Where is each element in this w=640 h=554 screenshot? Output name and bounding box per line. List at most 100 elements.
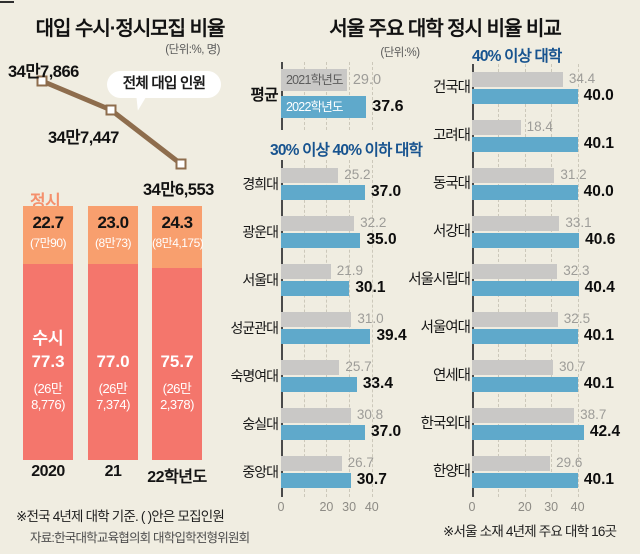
axis-tick-label: 40 [364, 500, 379, 514]
average-value-2022: 37.6 [372, 98, 404, 115]
bar-2022 [472, 89, 578, 104]
value-2021: 31.2 [560, 167, 587, 182]
value-2022: 39.4 [376, 327, 407, 344]
university-row-고려대: 고려대 18.4 40.1 [396, 112, 640, 160]
total-applicants-line-chart [36, 75, 187, 170]
jeongsi-count: (8만4,175) [152, 236, 204, 250]
axis-line [281, 160, 283, 497]
susi-count-line1: (26만 [33, 381, 63, 396]
value-2022: 30.1 [355, 279, 386, 296]
value-2021: 32.3 [563, 263, 590, 278]
university-row-한국외대: 한국외대 38.7 42.4 [396, 400, 640, 448]
x-axis-label-2020: 2020 [31, 463, 65, 480]
university-label: 고려대 [432, 128, 471, 144]
bar-2021 [472, 312, 558, 327]
bar-2022 [281, 329, 371, 344]
jeongsi-value: 22.7 [32, 213, 64, 232]
university-label: 한국외대 [420, 416, 471, 432]
susi-count-line2: 8,776) [31, 397, 65, 412]
right-footnote: ※서울 소재 4년제 주요 대학 16곳 [443, 524, 617, 539]
bar-2022 [472, 329, 578, 344]
axis-tick-label: 20 [319, 500, 334, 514]
jeongsi-segment: 22.7 (7만90) [23, 206, 73, 264]
university-row-경희대: 경희대 25.2 37.0 [228, 160, 434, 208]
jeongsi-segment: 23.0 (8만73) [88, 206, 138, 264]
university-label: 숭실대 [242, 416, 279, 432]
bar-2022 [281, 425, 365, 440]
value-2022: 35.0 [366, 231, 397, 248]
bar-2021 [472, 120, 521, 135]
university-row-연세대: 연세대 30.7 40.1 [396, 352, 640, 400]
value-2022: 40.4 [584, 279, 615, 296]
university-label: 서강대 [432, 224, 471, 240]
average-bar-2021: 2021학년도 [281, 69, 347, 91]
value-2021: 32.5 [563, 311, 591, 326]
bar-2022 [281, 473, 351, 488]
data-point-marker [175, 158, 187, 170]
university-row-한양대: 한양대 29.6 40.1 [396, 448, 640, 496]
bar-2021 [281, 264, 331, 279]
stacked-bar-21: 23.0 (8만73) 77.0 (26만 7,374) [88, 206, 138, 460]
gridline-40 [371, 62, 373, 130]
university-row-동국대: 동국대 31.2 40.0 [396, 160, 640, 208]
bar-2021 [472, 72, 563, 87]
gridline-20 [326, 160, 328, 497]
university-label: 서울여대 [420, 320, 471, 336]
x-axis-label-22학년도: 22학년도 [147, 469, 207, 486]
left-footnote: ※전국 4년제 대학 기준. ( )안은 모집인원 [16, 509, 225, 524]
value-2021: 21.9 [336, 263, 363, 278]
bar-2021 [472, 168, 555, 183]
susi-label: 수시 [32, 329, 64, 348]
data-point-marker [105, 104, 117, 116]
bar-2021 [281, 312, 352, 327]
university-label: 건국대 [432, 80, 471, 96]
group-header-30-40: 30% 이상 40% 이하 대학 [270, 142, 423, 159]
university-label: 서울대 [242, 272, 279, 288]
x-axis-label-21: 21 [104, 463, 122, 480]
bar-2021 [472, 408, 575, 423]
gridline-40 [371, 160, 373, 497]
bar-2022 [281, 185, 365, 200]
average-row: 평균 2021학년도 29.0 2022학년도 37.6 [228, 62, 438, 130]
susi-segment [23, 264, 73, 460]
value-2021: 26.7 [347, 455, 374, 470]
bar-2021 [472, 264, 558, 279]
gridline-40 [577, 64, 579, 497]
jeongsi-value: 24.3 [161, 213, 193, 232]
bar-2022 [472, 233, 580, 248]
jeongsi-count: (7만90) [29, 236, 67, 250]
axis-tick-label: 0 [277, 500, 285, 514]
gridline-10 [303, 160, 305, 497]
value-2022: 37.0 [370, 183, 402, 200]
group-30-40-chart: 경희대 25.2 37.0 광운대 32.2 35.0 서울대 21.9 30.1 성균관대 31.… [228, 160, 434, 497]
left-source: 자료:한국대학교육협의회 대학입학전형위원회 [30, 531, 250, 545]
university-row-서강대: 서강대 33.1 40.6 [396, 208, 640, 256]
line-value-2022: 34만6,553 [143, 181, 214, 199]
gridline-30 [349, 160, 351, 497]
value-2022: 40.0 [583, 183, 614, 200]
bar-2022 [472, 281, 579, 296]
left-chart-unit: (단위:%, 명) [165, 44, 220, 56]
value-2021: 32.2 [360, 215, 387, 230]
bar-2022 [281, 377, 357, 392]
susi-value: 75.7 [160, 352, 194, 371]
bar-2021 [472, 216, 560, 231]
value-2021: 34.4 [568, 71, 596, 86]
line-value-2021: 34만7,447 [48, 129, 119, 147]
axis-tick-label: 40 [570, 500, 585, 514]
right-chart-title: 서울 주요 대학 정시 비율 비교 [329, 18, 562, 40]
university-row-광운대: 광운대 32.2 35.0 [228, 208, 434, 256]
value-2022: 40.1 [583, 135, 615, 152]
value-2021: 38.7 [580, 407, 607, 422]
bar-2022 [281, 233, 361, 248]
bar-2022 [472, 377, 578, 392]
university-row-건국대: 건국대 34.4 40.0 [396, 64, 640, 112]
susi-count-line1: (26만 [162, 381, 192, 396]
axis-tick-label: 0 [468, 500, 476, 514]
value-2022: 40.1 [583, 375, 615, 392]
value-2021: 31.0 [357, 311, 384, 326]
university-row-서울여대: 서울여대 32.5 40.1 [396, 304, 640, 352]
gridline-10 [498, 64, 500, 497]
value-2022: 40.1 [583, 327, 615, 344]
axis-tick-label: 30 [544, 500, 559, 514]
